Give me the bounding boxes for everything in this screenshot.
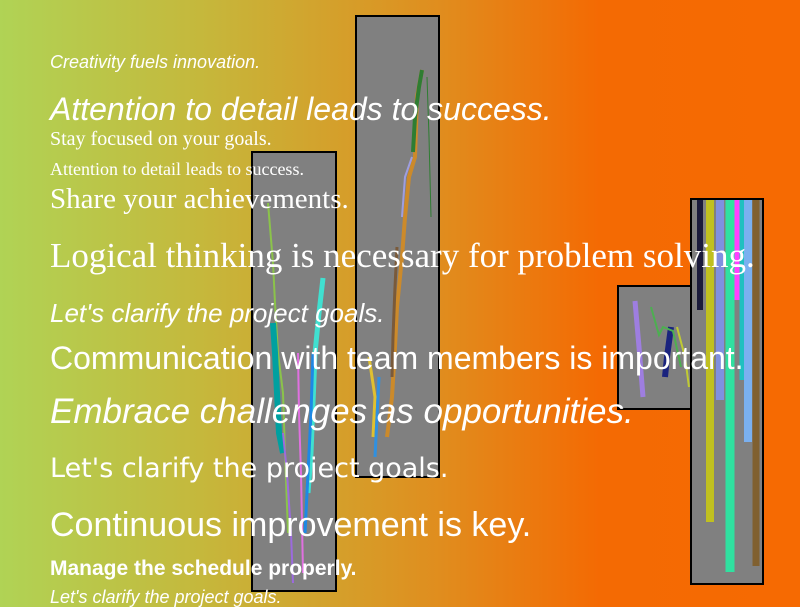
text-line-8: Communication with team members is impor… — [50, 340, 744, 376]
chart-panel-right — [690, 198, 764, 585]
text-line-13: Let's clarify the project goals. — [50, 587, 282, 607]
chart-panel-center — [355, 15, 440, 478]
chart-panel-left — [251, 151, 337, 592]
panel-strokes — [697, 200, 760, 572]
panel-strokes — [267, 202, 326, 584]
text-line-12: Manage the schedule properly. — [50, 557, 357, 580]
text-line-10: Let's clarify the project goals. — [50, 453, 449, 484]
text-line-2: Attention to detail leads to success. — [50, 91, 552, 127]
text-line-1: Creativity fuels innovation. — [50, 52, 261, 72]
text-line-4: Attention to detail leads to success. — [50, 159, 304, 179]
text-line-9: Embrace challenges as opportunities. — [50, 392, 634, 431]
text-line-6: Logical thinking is necessary for proble… — [50, 236, 755, 275]
text-line-11: Continuous improvement is key. — [50, 506, 532, 544]
text-line-3: Stay focused on your goals. — [50, 128, 272, 150]
text-line-5: Share your achievements. — [50, 183, 349, 215]
panel-strokes — [632, 300, 690, 398]
text-line-7: Let's clarify the project goals. — [50, 298, 385, 328]
panel-strokes — [367, 69, 432, 458]
chart-panel-small — [617, 285, 693, 410]
